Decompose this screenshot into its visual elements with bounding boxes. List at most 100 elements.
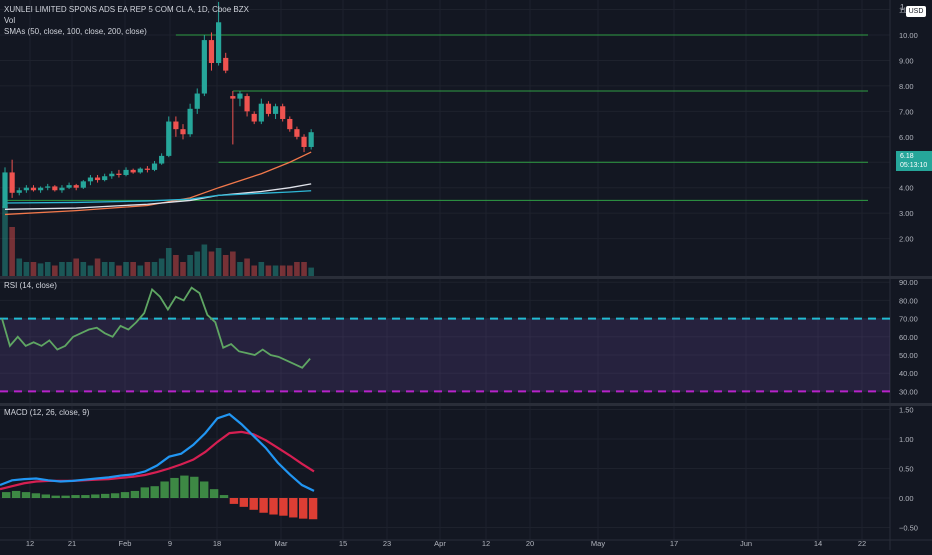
volume-bar — [87, 265, 94, 276]
volume-bar — [73, 258, 79, 276]
macd-histogram-bar — [51, 495, 60, 498]
candle-body — [166, 121, 172, 156]
candle-body — [244, 96, 250, 112]
price-tick-label: 10.00 — [899, 31, 918, 40]
macd-histogram-bar — [81, 495, 90, 498]
volume-bar — [23, 262, 30, 276]
volume-bar — [37, 263, 44, 276]
macd-line — [0, 412, 315, 492]
price-tick-label: 4.00 — [899, 184, 914, 193]
rsi-tick-label: 90.00 — [899, 278, 918, 287]
candle-body — [187, 108, 193, 135]
price-tag-countdown: 05:13:10 — [900, 162, 928, 169]
macd-tick-label: 1.50 — [899, 406, 914, 415]
candle-body — [23, 187, 29, 191]
volume-bar — [44, 262, 51, 276]
volume-bar — [279, 265, 286, 276]
candle-body — [308, 132, 314, 147]
time-tick-label: 12 — [482, 539, 490, 548]
macd-histogram-bar — [160, 481, 169, 498]
price-tick-label: 2.00 — [899, 235, 914, 244]
macd-histogram-bar — [209, 489, 219, 498]
macd-histogram-bar — [170, 477, 179, 498]
time-tick-label: Feb — [119, 539, 132, 548]
candle-body — [301, 136, 307, 147]
candle-body — [38, 187, 44, 191]
candle-body — [194, 93, 200, 109]
top-tick-partial: 1 — [900, 3, 905, 12]
volume-bar — [251, 265, 257, 276]
time-tick-label: 12 — [26, 539, 34, 548]
volume-bar — [2, 206, 8, 276]
candle-body — [116, 173, 122, 175]
macd-histogram-bar — [190, 476, 199, 498]
candle-body — [265, 103, 272, 114]
volume-bar — [109, 262, 115, 276]
price-tick-label: 3.00 — [899, 209, 914, 218]
volume-bar — [9, 227, 15, 276]
volume-bar — [173, 255, 179, 276]
candle-body — [137, 168, 143, 173]
price-tag-value: 6.18 — [900, 153, 914, 160]
sma200-line — [4, 190, 312, 204]
candlesticks — [2, 1, 314, 209]
time-tick-label: 14 — [814, 539, 822, 548]
macd-histogram-bar — [200, 481, 209, 498]
macd-histogram-bar — [289, 498, 298, 518]
macd-tick-label: −0.50 — [899, 524, 918, 533]
time-tick-label: 22 — [858, 539, 866, 548]
volume-bar — [308, 267, 314, 276]
candle-body — [159, 155, 165, 164]
horizontal-levels[interactable] — [5, 34, 868, 201]
candle-body — [30, 187, 37, 191]
candle-body — [287, 118, 293, 130]
rsi-tick-label: 70.00 — [899, 315, 918, 324]
time-tick-label: 15 — [339, 539, 347, 548]
macd-histogram-bar — [101, 493, 110, 498]
volume-bar — [101, 262, 108, 276]
time-tick-label: 21 — [68, 539, 76, 548]
time-tick-label: 9 — [168, 539, 172, 548]
volume-bar — [52, 265, 58, 276]
price-tick-label: 7.00 — [899, 107, 914, 116]
macd-histogram-bar — [31, 493, 41, 498]
candle-body — [80, 181, 86, 188]
macd-histogram-bar — [91, 494, 100, 498]
volume-bar — [16, 258, 23, 276]
volume-bar — [80, 262, 87, 276]
macd-histogram-bar — [71, 495, 80, 498]
macd-histogram-bar — [180, 475, 189, 498]
volume-bar — [294, 262, 300, 276]
currency-button[interactable]: USD — [906, 6, 926, 17]
candle-body — [294, 129, 300, 137]
time-tick-label: May — [591, 539, 605, 548]
candle-body — [87, 177, 94, 182]
candle-body — [73, 185, 79, 188]
candle-body — [237, 93, 243, 99]
candle-body — [9, 172, 15, 193]
macd-histogram-bar — [299, 498, 308, 519]
volume-bar — [215, 248, 222, 276]
volume-bar — [301, 262, 307, 276]
macd-label: MACD (12, 26, close, 9) — [4, 408, 90, 417]
price-tick-label: 9.00 — [899, 56, 914, 65]
macd-histogram-bar — [110, 493, 120, 498]
price-tick-label: 8.00 — [899, 82, 914, 91]
candle-body — [272, 106, 279, 114]
macd-tick-label: 0.50 — [899, 465, 914, 474]
macd-histogram-bar — [61, 495, 70, 498]
volume-bar — [244, 258, 250, 276]
candle-body — [45, 186, 51, 188]
candle-body — [16, 190, 22, 193]
candle-body — [94, 177, 101, 181]
candle-body — [258, 103, 264, 122]
volume-bar — [66, 262, 72, 276]
sma50-line — [4, 151, 312, 216]
macd-histogram-bar — [130, 490, 140, 498]
sma-label: SMAs (50, close, 100, close, 200, close) — [4, 27, 147, 36]
volume-bars — [2, 206, 314, 276]
volume-bar — [187, 255, 193, 276]
time-tick-label: 18 — [213, 539, 221, 548]
